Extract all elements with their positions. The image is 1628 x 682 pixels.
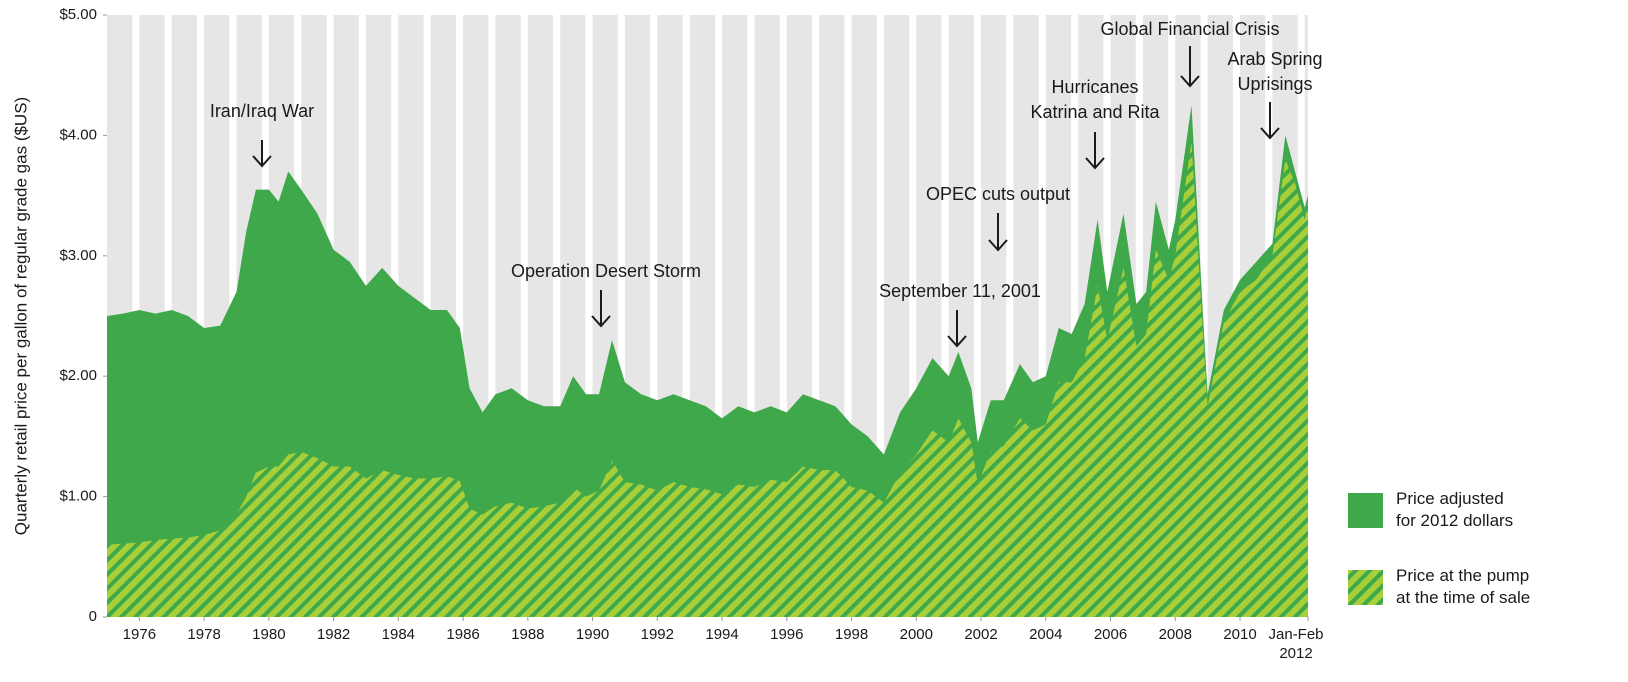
annotation-arrow	[1085, 132, 1105, 170]
annotation-arrow	[252, 140, 272, 168]
legend-label: Price adjusted for 2012 dollars	[1396, 489, 1513, 530]
annotation: Uprisings	[1237, 74, 1312, 94]
x-tick-label: 1978	[187, 626, 220, 643]
annotation-arrow	[988, 213, 1008, 252]
x-tick-label: 2008	[1159, 626, 1192, 643]
x-tick-label: 1994	[705, 626, 738, 643]
x-tick-label: 1992	[641, 626, 674, 643]
annotation: Operation Desert Storm	[511, 261, 701, 281]
annotation-arrow	[591, 290, 611, 328]
annotation: Hurricanes	[1051, 77, 1138, 97]
x-tick-label: 1998	[835, 626, 868, 643]
x-tick-label: 1976	[123, 626, 156, 643]
annotation-arrow	[1260, 102, 1280, 140]
x-tick-label: 2004	[1029, 626, 1062, 643]
y-axis-label: Quarterly retail price per gallon of reg…	[11, 97, 30, 535]
legend-label: Price at the pump at the time of sale	[1396, 566, 1530, 607]
x-tick-label: 1982	[317, 626, 350, 643]
x-tick-label: Jan-Feb 2012	[1268, 626, 1323, 662]
x-tick-label: 1980	[252, 626, 285, 643]
x-tick-label: 1984	[382, 626, 415, 643]
x-tick-label: 1990	[576, 626, 609, 643]
annotation: September 11, 2001	[879, 281, 1041, 301]
legend-swatch	[1348, 570, 1383, 605]
annotation: Global Financial Crisis	[1100, 19, 1279, 39]
annotation-arrow	[1180, 46, 1200, 88]
annotation-arrow	[947, 310, 967, 348]
x-tick-label: 2006	[1094, 626, 1127, 643]
annotation: Katrina and Rita	[1030, 102, 1160, 122]
annotation: OPEC cuts output	[926, 184, 1070, 204]
legend-swatch	[1348, 493, 1383, 528]
x-tick-label: 2010	[1223, 626, 1256, 643]
annotation: Iran/Iraq War	[210, 101, 314, 121]
annotation: Arab Spring	[1227, 49, 1322, 69]
y-tick-label: $2.00	[59, 367, 97, 384]
y-tick-label: 0	[89, 608, 97, 625]
x-tick-label: 1988	[511, 626, 544, 643]
x-tick-label: 1996	[770, 626, 803, 643]
y-tick-label: $3.00	[59, 247, 97, 264]
area	[107, 141, 1308, 618]
y-tick-label: $1.00	[59, 488, 97, 505]
x-tick-label: 1986	[446, 626, 479, 643]
x-tick-label: 2000	[900, 626, 933, 643]
y-tick-label: $5.00	[59, 6, 97, 23]
y-tick-label: $4.00	[59, 126, 97, 143]
x-tick-label: 2002	[964, 626, 997, 643]
